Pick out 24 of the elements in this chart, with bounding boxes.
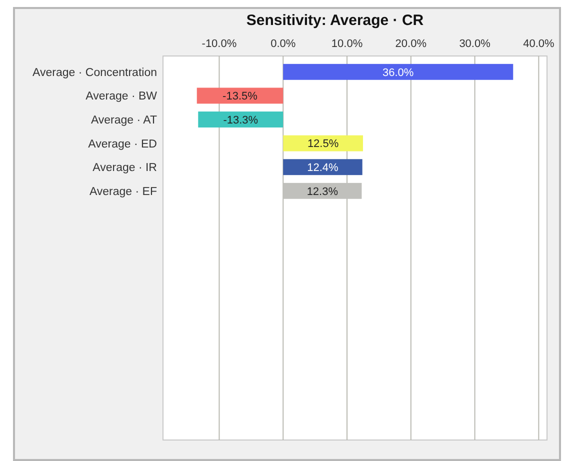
y-tick-label: Average · IR (92, 162, 157, 174)
chart-title: Sensitivity: Average · CR (246, 12, 424, 29)
data-label: -13.5% (222, 90, 258, 103)
x-tick-label: 30.0% (459, 38, 491, 50)
data-label: -13.3% (223, 114, 258, 126)
data-label: 12.3% (306, 186, 338, 198)
data-label: 12.4% (307, 162, 339, 174)
x-tick-label: 10.0% (331, 38, 363, 50)
bar (196, 88, 284, 104)
data-label: 12.5% (307, 138, 339, 150)
data-label: 36.0% (382, 66, 414, 79)
y-tick-label: Average · BW (86, 90, 158, 103)
x-tick-label: 40.0% (523, 38, 554, 50)
x-tick-label: 20.0% (395, 38, 427, 50)
bar (283, 159, 362, 176)
y-tick-label: Average · ED (88, 138, 157, 150)
bar (283, 135, 363, 152)
bar (283, 64, 514, 80)
x-tick-label: -10.0% (202, 38, 237, 50)
y-tick-label: Average · AT (90, 114, 157, 127)
x-tick-label: 0.0% (270, 38, 296, 50)
y-tick-label: Average · EF (89, 186, 157, 198)
y-tick-label: Average · Concentration (32, 66, 157, 79)
bar (198, 112, 284, 128)
